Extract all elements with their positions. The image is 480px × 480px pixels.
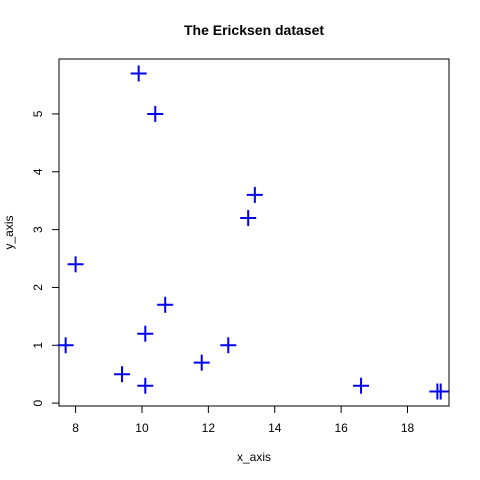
- plot-frame: [59, 59, 449, 406]
- y-tick-label: 4: [31, 168, 45, 175]
- x-tick-label: 14: [268, 421, 282, 435]
- data-point: [194, 355, 210, 371]
- data-point: [247, 187, 263, 203]
- data-point: [433, 384, 449, 400]
- x-tick-label: 18: [401, 421, 415, 435]
- x-tick-label: 8: [72, 421, 79, 435]
- y-tick-label: 0: [31, 399, 45, 406]
- x-axis-label: x_axis: [237, 450, 271, 464]
- x-tick-label: 12: [202, 421, 216, 435]
- data-point: [240, 210, 256, 226]
- y-tick-label: 2: [31, 284, 45, 291]
- y-axis-label: y_axis: [2, 215, 16, 249]
- data-point: [131, 65, 147, 81]
- data-point: [137, 326, 153, 342]
- data-point: [137, 378, 153, 394]
- y-tick-label: 3: [31, 226, 45, 233]
- data-point: [58, 337, 74, 353]
- data-point: [68, 256, 84, 272]
- x-axis: 8 10 12 14 16 18: [72, 406, 414, 435]
- data-point: [220, 337, 236, 353]
- data-point: [114, 366, 130, 382]
- y-axis: 0 1 2 3 4 5: [31, 110, 59, 406]
- data-point: [157, 297, 173, 313]
- data-point: [353, 378, 369, 394]
- data-points: [58, 65, 449, 399]
- data-point: [147, 106, 163, 122]
- chart-title: The Ericksen dataset: [184, 22, 324, 38]
- y-tick-label: 5: [31, 110, 45, 117]
- x-tick-label: 10: [135, 421, 149, 435]
- y-tick-label: 1: [31, 342, 45, 349]
- x-tick-label: 16: [334, 421, 348, 435]
